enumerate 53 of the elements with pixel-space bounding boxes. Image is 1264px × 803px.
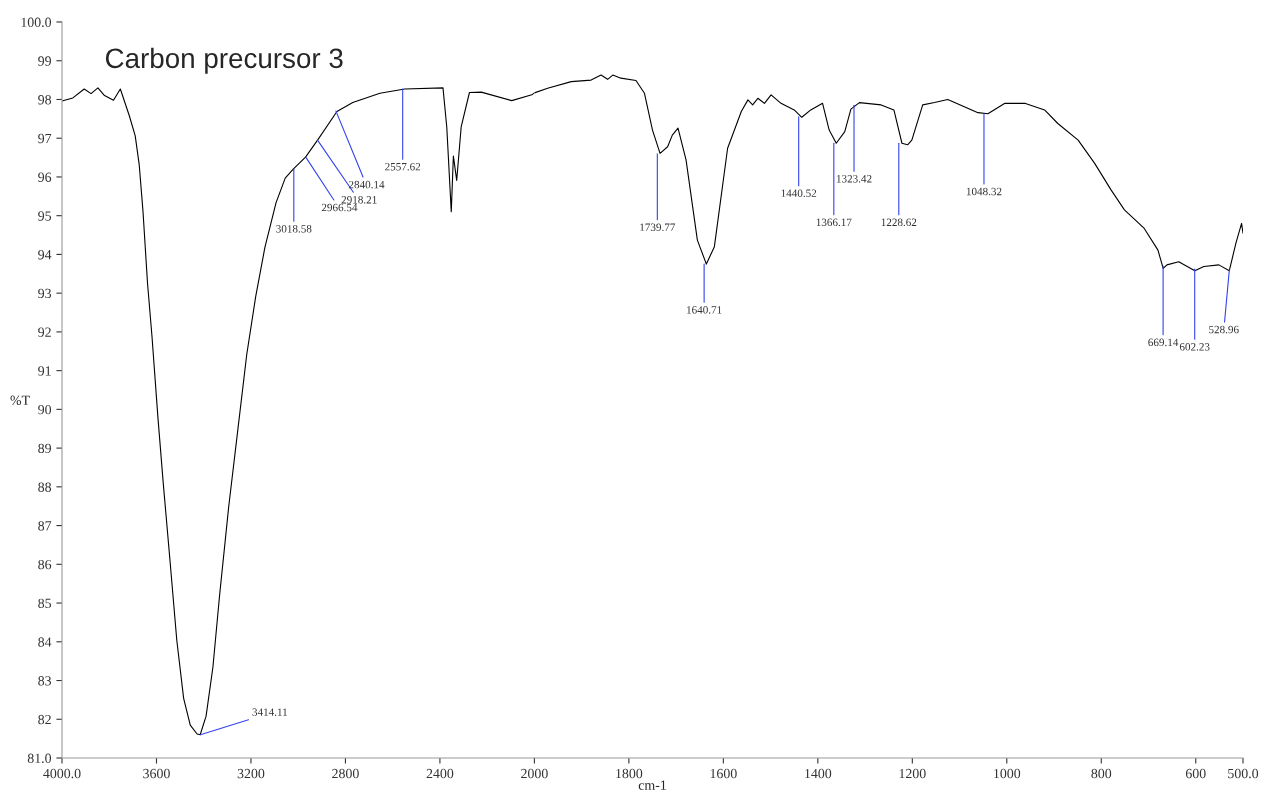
y-tick-label: 89 xyxy=(38,443,52,454)
y-tick-label: 82 xyxy=(38,714,51,725)
y-tick-label: 91 xyxy=(38,366,51,376)
y-tick-label: 92 xyxy=(38,327,51,337)
annotation: 1739.77 xyxy=(640,223,676,232)
annotation: 2557.62 xyxy=(385,162,421,171)
annotation: 1640.71 xyxy=(687,306,722,314)
annotation: 602.23 xyxy=(1179,343,1210,351)
x-tick-label: 800 xyxy=(1091,768,1112,779)
text: Carbon precursor 3 xyxy=(105,47,343,74)
annotation: 2840.14 xyxy=(348,180,385,189)
annotation: 1366.17 xyxy=(816,218,852,227)
annotation: 669.14 xyxy=(1148,338,1179,347)
y-tick-label: 94 xyxy=(38,250,52,260)
y-tick-label: 86 xyxy=(38,559,52,570)
y-tick-label: 100.0 xyxy=(21,17,52,28)
x-tick-label: 4000.0 xyxy=(43,768,81,779)
x-tick-label: 2000 xyxy=(521,768,548,779)
annotation: 1440.52 xyxy=(781,189,817,197)
annotation: 1323.42 xyxy=(836,175,872,183)
x-tick-label: 3200 xyxy=(237,768,265,779)
annotation: 1228.62 xyxy=(881,218,917,227)
annotation: 1048.32 xyxy=(966,187,1002,196)
x-tick-label: 1400 xyxy=(805,768,832,779)
x-tick-label: 1000 xyxy=(994,768,1021,779)
annotation: 3414.11 xyxy=(252,708,288,716)
annotation: 2966.54 xyxy=(321,203,358,212)
y-tick-label: 81.0 xyxy=(27,753,52,764)
y-tick-label: 88 xyxy=(38,482,52,492)
x-tick-label: 600 xyxy=(1185,768,1206,779)
annotation: 3018.58 xyxy=(276,225,312,233)
y-tick-label: 97 xyxy=(38,133,52,144)
y-tick-label: 84 xyxy=(38,637,52,647)
x-tick-label: 3600 xyxy=(143,768,170,779)
y-tick-label: 99 xyxy=(38,56,52,66)
x-tick-label: 500.0 xyxy=(1228,768,1259,779)
y-tick-label: 96 xyxy=(38,172,52,182)
x-tick-label: 2800 xyxy=(332,768,359,779)
y-axis-title: %T xyxy=(10,395,30,406)
y-tick-label: 93 xyxy=(38,288,52,299)
annotation: 528.96 xyxy=(1209,325,1239,334)
y-tick-label: 90 xyxy=(38,404,52,415)
x-tick-label: 2400 xyxy=(426,768,454,779)
y-tick-label: 87 xyxy=(38,521,52,531)
y-tick-label: 95 xyxy=(38,211,52,221)
x-tick-label: 1800 xyxy=(616,768,643,779)
x-tick-label: 1200 xyxy=(899,768,926,779)
y-tick-label: 98 xyxy=(38,95,52,105)
x-tick-label: 1600 xyxy=(710,768,737,779)
annotation: 2918.21 xyxy=(341,196,377,204)
x-axis-title: cm-1 xyxy=(638,780,666,790)
y-tick-label: 85 xyxy=(38,598,52,609)
y-tick-label: 83 xyxy=(38,676,52,686)
